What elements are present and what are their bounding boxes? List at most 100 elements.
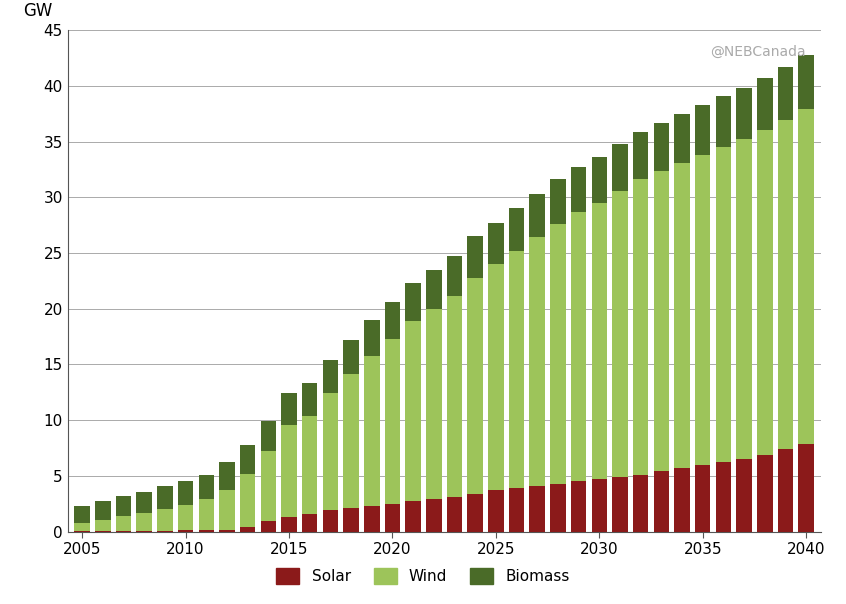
Bar (550, 484, 566, 532)
Bar (405, 321, 420, 501)
Bar (322, 393, 338, 510)
Bar (591, 479, 607, 532)
Bar (550, 224, 566, 484)
Bar (716, 147, 731, 463)
Bar (343, 340, 359, 374)
Bar (302, 384, 317, 416)
Bar (571, 481, 586, 532)
Bar (613, 191, 628, 477)
Bar (468, 236, 483, 277)
Bar (281, 517, 297, 532)
Bar (757, 130, 772, 455)
Bar (219, 530, 234, 532)
Bar (468, 277, 483, 493)
Bar (199, 475, 214, 500)
Bar (136, 513, 152, 531)
Bar (633, 475, 648, 532)
Bar (654, 471, 669, 532)
Bar (74, 506, 90, 523)
Bar (736, 459, 752, 532)
Bar (508, 251, 525, 488)
Bar (488, 490, 503, 532)
Bar (426, 309, 442, 500)
Bar (157, 486, 173, 509)
Bar (322, 360, 338, 393)
Bar (343, 374, 359, 508)
Bar (281, 393, 297, 425)
Bar (736, 88, 752, 140)
Bar (447, 297, 462, 497)
Bar (571, 212, 586, 481)
Bar (426, 270, 442, 309)
Bar (633, 179, 648, 475)
Bar (613, 144, 628, 191)
Bar (530, 194, 545, 237)
Bar (178, 530, 194, 532)
Bar (385, 339, 400, 504)
Bar (240, 445, 255, 474)
Bar (385, 504, 400, 532)
Bar (116, 496, 131, 516)
Bar (364, 506, 380, 532)
Bar (674, 162, 689, 468)
Bar (447, 497, 462, 532)
Bar (95, 501, 111, 520)
Bar (116, 516, 131, 531)
Bar (74, 523, 90, 531)
Bar (199, 530, 214, 532)
Bar (674, 114, 689, 162)
Text: @NEBCanada: @NEBCanada (710, 45, 805, 59)
Y-axis label: GW: GW (23, 2, 52, 20)
Bar (591, 157, 607, 203)
Bar (695, 155, 711, 464)
Bar (261, 421, 276, 451)
Bar (591, 203, 607, 479)
Bar (240, 527, 255, 532)
Bar (178, 505, 194, 530)
Bar (364, 356, 380, 506)
Bar (777, 120, 794, 449)
Bar (799, 443, 814, 532)
Bar (716, 96, 731, 147)
Bar (488, 264, 503, 490)
Bar (695, 105, 711, 155)
Bar (178, 481, 194, 505)
Bar (757, 78, 772, 130)
Bar (405, 501, 420, 532)
Bar (654, 123, 669, 170)
Bar (322, 510, 338, 532)
Bar (405, 283, 420, 321)
Bar (508, 488, 525, 532)
Bar (674, 468, 689, 532)
Bar (613, 477, 628, 532)
Bar (385, 302, 400, 339)
Bar (777, 449, 794, 532)
Legend: Solar, Wind, Biomass: Solar, Wind, Biomass (271, 562, 575, 590)
Bar (343, 508, 359, 532)
Bar (302, 416, 317, 513)
Bar (736, 140, 752, 459)
Bar (95, 520, 111, 531)
Bar (488, 223, 503, 264)
Bar (261, 451, 276, 521)
Bar (550, 179, 566, 224)
Bar (799, 109, 814, 443)
Bar (468, 493, 483, 532)
Bar (426, 500, 442, 532)
Bar (530, 486, 545, 532)
Bar (508, 208, 525, 251)
Bar (777, 67, 794, 120)
Bar (219, 490, 234, 530)
Bar (281, 425, 297, 517)
Bar (136, 492, 152, 513)
Bar (654, 170, 669, 471)
Bar (364, 320, 380, 356)
Bar (716, 463, 731, 532)
Bar (695, 464, 711, 532)
Bar (799, 55, 814, 109)
Bar (530, 237, 545, 486)
Bar (261, 521, 276, 532)
Bar (571, 167, 586, 212)
Bar (240, 474, 255, 527)
Bar (199, 500, 214, 530)
